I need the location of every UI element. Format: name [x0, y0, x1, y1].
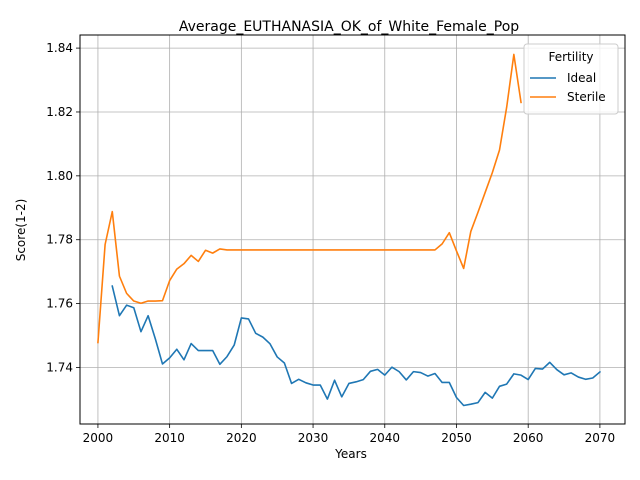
y-tick-label: 1.76: [46, 297, 73, 311]
x-tick-label: 2030: [298, 431, 329, 445]
y-tick-label: 1.78: [46, 233, 73, 247]
x-tick-label: 2020: [226, 431, 257, 445]
x-axis-label: Years: [334, 447, 367, 461]
y-axis-label: Score(1-2): [14, 199, 28, 262]
series-line-sterile: [97, 53, 522, 344]
y-tick-label: 1.82: [46, 105, 73, 119]
x-tick-label: 2060: [513, 431, 544, 445]
x-tick-label: 2050: [441, 431, 472, 445]
x-tick-label: 2000: [83, 431, 114, 445]
x-tick-label: 2040: [369, 431, 400, 445]
legend-label-sterile: Sterile: [567, 90, 606, 104]
y-tick-label: 1.80: [46, 169, 73, 183]
axis-ticks: 2000 2010 2020 2030 2040 2050 2060 2070 1.74 1.76…: [46, 41, 615, 445]
plot-area: [97, 53, 602, 407]
legend-title: Fertility: [548, 50, 593, 64]
legend-label-ideal: Ideal: [567, 71, 596, 85]
x-tick-label: 2070: [585, 431, 616, 445]
plot-frame: [79, 34, 626, 425]
y-tick-label: 1.74: [46, 360, 73, 374]
series-line-ideal: [111, 285, 602, 407]
legend: Fertility Ideal Sterile: [523, 43, 619, 115]
x-tick-label: 2010: [154, 431, 185, 445]
chart-title: Average_EUTHANASIA_OK_of_White_Female_Po…: [179, 19, 519, 35]
y-tick-label: 1.84: [46, 41, 73, 55]
